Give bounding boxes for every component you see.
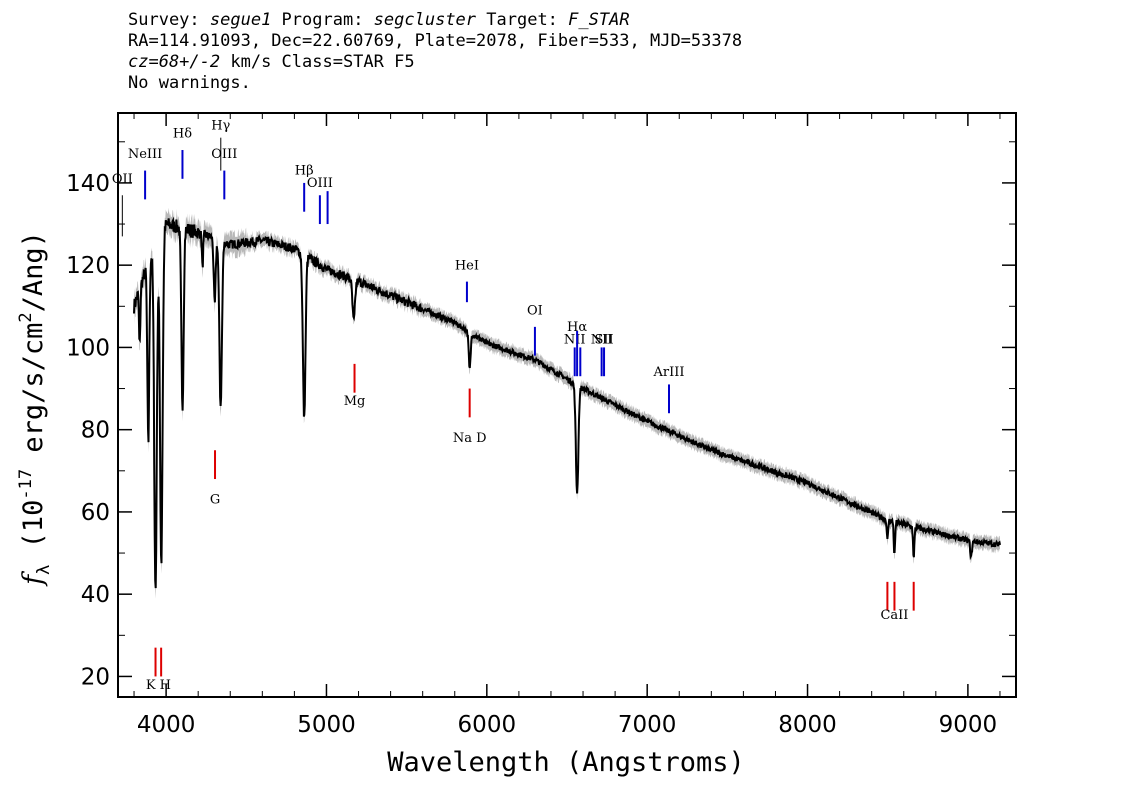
axis-layer: 4000 5000 6000 7000 8000 9000 20 40 60 80 100 120 14… <box>66 112 1017 738</box>
y-tick-label: 80 <box>81 418 110 444</box>
y-label-exp1: -17 <box>16 469 36 500</box>
survey-label: Survey: <box>128 10 210 30</box>
flux-line <box>133 216 1001 589</box>
emission-label: Hδ <box>173 127 192 142</box>
y-tick-label: 100 <box>66 335 110 361</box>
absorption-label: K H <box>146 678 171 693</box>
x-tick-label: 9000 <box>939 712 998 738</box>
y-label-close: /Ang) <box>18 231 49 312</box>
emission-label: OIII <box>211 147 237 162</box>
x-tick-label: 7000 <box>618 712 677 738</box>
emission-label: NeIII <box>128 147 162 162</box>
emission-label: SII <box>594 332 613 347</box>
x-tick-label: 6000 <box>458 712 517 738</box>
header-line-coords: RA=114.91093, Dec=22.60769, Plate=2078, … <box>128 31 743 51</box>
emission-label: OI <box>527 304 543 319</box>
y-label-open: (10 <box>18 500 49 565</box>
x-axis-label: Wavelength (Angstroms) <box>387 747 745 778</box>
header-line-warnings: No warnings. <box>128 73 251 93</box>
error-band <box>134 207 1000 599</box>
y-tick-label: 20 <box>81 664 110 690</box>
y-tick-label: 60 <box>81 500 110 526</box>
emission-label: OIII <box>307 176 333 191</box>
class-value: km/s Class=STAR F5 <box>220 52 415 72</box>
x-tick-label: 8000 <box>778 712 837 738</box>
absorption-label: Na D <box>453 431 487 446</box>
program-label: Program: <box>271 10 374 30</box>
absorption-label: CaII <box>880 608 908 623</box>
emission-label: HeI <box>455 258 479 273</box>
x-tick-label: 4000 <box>137 712 196 738</box>
absorption-label: G <box>210 493 220 508</box>
emission-label: Hα <box>567 320 587 335</box>
y-tick-label: 40 <box>81 582 110 608</box>
error-band-layer <box>134 207 1000 599</box>
spectrum-header: Survey: segue1 Program: segcluster Targe… <box>128 10 742 94</box>
flux-layer <box>133 216 1001 589</box>
plot-frame <box>117 112 1017 698</box>
y-label-sub: λ <box>34 565 54 575</box>
emission-label: NII <box>564 332 586 347</box>
y-tick-label: 120 <box>66 253 110 279</box>
absorption-label: Mg <box>344 394 366 409</box>
emission-label: Hβ <box>295 164 314 179</box>
header-line-class: cz=68+/-2 km/s Class=STAR F5 <box>128 52 742 73</box>
target-label: Target: <box>476 10 569 30</box>
y-axis-label: fλ (10-17 erg/s/cm2/Ang) <box>16 231 54 587</box>
line-marker-layer: OIINeIIIHδHγOIIIHβOIIIHeIOINIIHαNIISIIAr… <box>112 118 915 693</box>
target-value: F_STAR <box>568 10 630 30</box>
program-value: segcluster <box>373 10 477 30</box>
emission-label: OII <box>112 172 133 187</box>
survey-value: segue1 <box>209 10 272 30</box>
header-line-survey: Survey: segue1 Program: segcluster Targe… <box>128 10 742 31</box>
x-tick-label: 5000 <box>297 712 356 738</box>
emission-label: NII <box>591 332 613 347</box>
y-tick-label: 140 <box>66 171 110 197</box>
y-label-mid: erg/s/cm <box>18 323 49 469</box>
redshift-value: cz=68+/-2 <box>128 52 221 72</box>
y-label-exp2: 2 <box>16 312 36 322</box>
emission-label: ArIII <box>652 365 684 380</box>
emission-label: Hγ <box>211 118 230 133</box>
